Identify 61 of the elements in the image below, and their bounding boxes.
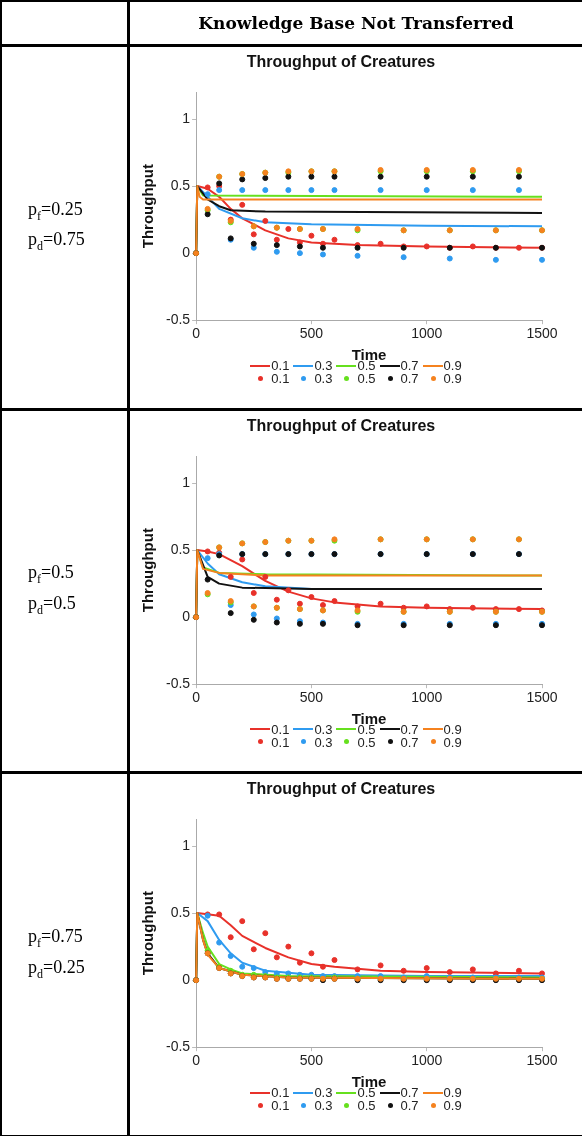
x-tick-label: 500 (299, 689, 324, 706)
legend-label: 0.7 (400, 721, 419, 737)
legend-label: 0.9 (443, 1085, 462, 1101)
legend-label: 0.9 (443, 358, 462, 373)
y-tick-label: 0 (182, 607, 191, 624)
legend-label: 0.1 (271, 734, 290, 750)
legend-label: 0.3 (314, 734, 333, 750)
text: p$_{d}$=0.5 (28, 592, 77, 619)
chart-title: Throughput of Creatures (246, 780, 436, 798)
legend-label: 0.9 (443, 734, 462, 750)
y-tick-label: 1 (182, 473, 191, 490)
chart-subtitle: Knowledge Base Not Transferred (128, 0, 582, 46)
x-tick-label: 1500 (526, 325, 558, 342)
text: p$_{d}$=0.75 (28, 228, 86, 255)
x-tick-label: 1000 (411, 689, 443, 706)
legend-label: 0.5 (357, 734, 376, 750)
chart-title: Throughput of Creatures (246, 416, 436, 434)
legend-label: 0.5 (357, 1098, 376, 1114)
legend-label: 0.1 (271, 358, 290, 373)
y-tick-label: 0 (182, 971, 191, 988)
legend-label: 0.1 (271, 371, 290, 386)
legend-label: 0.3 (314, 1098, 333, 1114)
x-tick-label: 500 (299, 1052, 324, 1069)
legend-label: 0.7 (400, 371, 419, 386)
legend-label: 0.9 (443, 1098, 462, 1114)
y-tick-label: 1 (182, 109, 191, 126)
chart-title: Throughput of Creatures (246, 53, 436, 71)
legend-label: 0.9 (443, 721, 462, 737)
legend-label: 0.3 (314, 371, 333, 386)
legend-label: 0.3 (314, 1085, 333, 1101)
legend-label: 0.7 (400, 1085, 419, 1101)
text: p$_{f}$=0.25 (28, 197, 84, 225)
x-tick-label: 1500 (526, 689, 558, 706)
x-tick-label: 500 (299, 325, 324, 342)
x-tick-label: 1000 (411, 325, 443, 342)
legend-label: 0.1 (271, 721, 290, 737)
legend-label: 0.3 (314, 721, 333, 737)
x-tick-label: 1000 (411, 1052, 443, 1069)
text: p$_{f}$=0.75 (28, 925, 84, 952)
legend-label: 0.5 (357, 371, 376, 386)
legend-label: 0.3 (314, 358, 333, 373)
text: p$_{f}$=0.5 (28, 561, 75, 588)
y-tick-label: 1 (182, 837, 191, 854)
text: p$_{d}$=0.25 (28, 955, 86, 983)
legend-label: 0.1 (271, 1098, 290, 1114)
y-tick-label: 0 (182, 244, 191, 260)
legend-label: 0.9 (443, 371, 462, 386)
legend-label: 0.7 (400, 1098, 419, 1114)
y-tick-label: -0.5 (166, 1038, 191, 1055)
y-tick-label: 0.5 (170, 540, 191, 557)
y-tick-label: -0.5 (166, 311, 191, 328)
y-axis-title: Throughput (139, 891, 157, 976)
x-tick-label: 1500 (526, 1052, 558, 1069)
legend-label: 0.7 (400, 358, 419, 373)
y-tick-label: -0.5 (166, 674, 191, 691)
legend-label: 0.1 (271, 1085, 290, 1101)
legend-label: 0.7 (400, 734, 419, 750)
y-tick-label: 0.5 (170, 904, 191, 921)
y-axis-title: Throughput (139, 527, 157, 612)
y-tick-label: 0.5 (170, 176, 191, 193)
y-axis-title: Throughput (139, 164, 157, 249)
